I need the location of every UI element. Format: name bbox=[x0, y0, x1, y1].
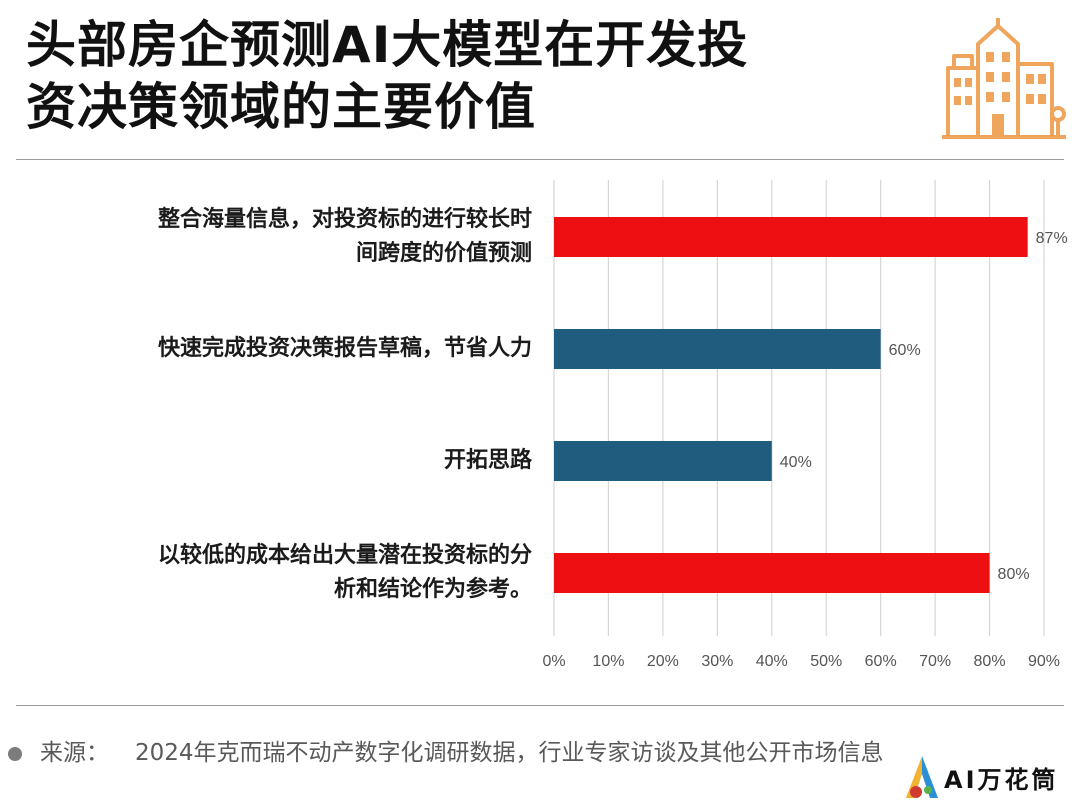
x-tick-label: 90% bbox=[1028, 653, 1060, 670]
ai-brand-logo-icon bbox=[906, 756, 938, 798]
x-tick-label: 70% bbox=[919, 653, 951, 670]
x-tick-label: 60% bbox=[865, 653, 897, 670]
city-buildings-icon bbox=[942, 18, 1066, 139]
bar bbox=[554, 329, 881, 369]
brand-text: AI万花筒 bbox=[944, 766, 1059, 794]
bar bbox=[554, 217, 1028, 257]
bar-value-label: 60% bbox=[889, 342, 921, 359]
chart-title-line-2: 资决策领域的主要价值 bbox=[26, 78, 536, 136]
brand-watermark: AI万花筒 bbox=[898, 752, 1080, 804]
x-tick-label: 10% bbox=[592, 653, 624, 670]
x-tick-label: 0% bbox=[542, 653, 565, 670]
title-divider bbox=[16, 159, 1064, 160]
chart-title-line-1: 头部房企预测AI大模型在开发投 bbox=[26, 16, 749, 74]
source-divider bbox=[16, 705, 1064, 706]
x-tick-label: 40% bbox=[756, 653, 788, 670]
bar-chart: 0% 10% 20% 30% 40% 50% 60% 70% 80% 90% 87% 60% 40% 80… bbox=[542, 180, 1068, 670]
category-label: 开拓思路 bbox=[12, 444, 532, 478]
category-label: 以较低的成本给出大量潜在投资标的分析和结论作为参考。 bbox=[12, 539, 532, 607]
category-label: 整合海量信息，对投资标的进行较长时间跨度的价值预测 bbox=[12, 203, 532, 271]
category-label-line: 析和结论作为参考。 bbox=[333, 577, 532, 602]
source-text: 2024年克而瑞不动产数字化调研数据，行业专家访谈及其他公开市场信息 bbox=[135, 740, 884, 766]
category-label: 快速完成投资决策报告草稿，节省人力 bbox=[12, 332, 532, 366]
x-tick-label: 30% bbox=[701, 653, 733, 670]
x-tick-label: 80% bbox=[974, 653, 1006, 670]
x-tick-label: 50% bbox=[810, 653, 842, 670]
source-note: 来源： 2024年克而瑞不动产数字化调研数据，行业专家访谈及其他公开市场信息 bbox=[8, 733, 1080, 773]
source-label: 来源： bbox=[40, 740, 109, 766]
bullet-dot-icon bbox=[8, 746, 22, 761]
bar-value-label: 40% bbox=[780, 454, 812, 471]
bar bbox=[554, 441, 772, 481]
bar-value-label: 87% bbox=[1036, 230, 1068, 247]
category-label-line: 快速完成投资决策报告草稿，节省人力 bbox=[157, 336, 532, 361]
bar-value-label: 80% bbox=[998, 566, 1030, 583]
category-label-line: 整合海量信息，对投资标的进行较长时 bbox=[157, 207, 532, 232]
category-label-line: 以较低的成本给出大量潜在投资标的分 bbox=[157, 543, 532, 568]
bar bbox=[554, 553, 990, 593]
x-tick-label: 20% bbox=[647, 653, 679, 670]
category-label-line: 开拓思路 bbox=[443, 448, 532, 473]
category-label-line: 间跨度的价值预测 bbox=[355, 241, 532, 266]
chart-title: 头部房企预测AI大模型在开发投 资决策领域的主要价值 bbox=[26, 14, 906, 138]
